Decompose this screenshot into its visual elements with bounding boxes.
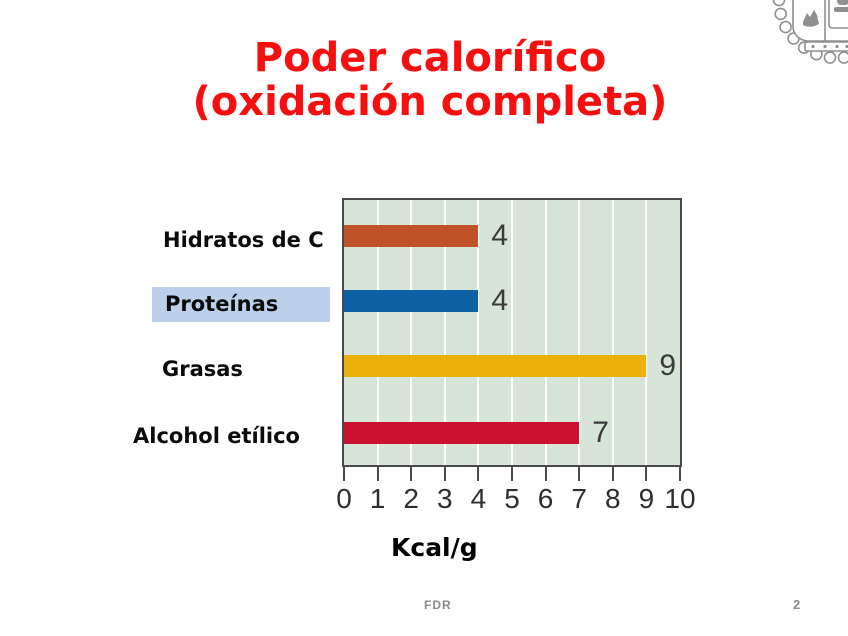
value-label-grasas: 9 [659, 349, 677, 382]
tick-label-3: 3 [437, 483, 453, 514]
category-label-grasas: Grasas [162, 357, 243, 381]
tick-mark-2 [410, 467, 413, 481]
footer-text: FDR [424, 598, 452, 612]
value-label-hidratos-de-c: 4 [491, 219, 509, 252]
tick-label-4: 4 [470, 483, 487, 514]
category-label-proteinas: Proteínas [152, 287, 330, 322]
chart-plot-area: 4 4 9 7 [342, 198, 682, 467]
tick-mark-8 [611, 467, 614, 481]
tick-label-9: 9 [638, 483, 655, 514]
tick-label-2: 2 [403, 483, 419, 514]
university-seal-logo [772, 0, 848, 64]
value-label-proteinas: 4 [491, 284, 509, 317]
tick-label-5: 5 [504, 483, 520, 514]
tick-label-8: 8 [605, 483, 621, 514]
gridline-4 [477, 200, 480, 465]
gridline-8 [611, 200, 614, 465]
category-label-hidratos-de-c: Hidratos de C [163, 228, 324, 252]
gridline-2 [410, 200, 413, 465]
tick-mark-9 [645, 467, 648, 481]
tick-mark-6 [544, 467, 547, 481]
tick-label-7: 7 [571, 483, 587, 514]
page-number: 2 [793, 597, 801, 612]
gridline-5 [511, 200, 513, 465]
tick-mark-3 [443, 467, 446, 481]
bar-alcohol-etilico [344, 422, 580, 444]
x-axis-label: Kcal/g [391, 533, 478, 562]
gridline-9 [645, 200, 648, 465]
tick-label-0: 0 [336, 483, 352, 514]
title-line-2: (oxidación completa) [192, 79, 668, 125]
bar-grasas [344, 355, 647, 377]
tick-mark-0 [343, 467, 345, 481]
gridline-6 [544, 200, 547, 465]
tick-mark-1 [376, 467, 379, 481]
gridline-7 [578, 200, 581, 465]
gridline-1 [376, 200, 379, 465]
tick-mark-4 [477, 467, 480, 481]
value-label-alcohol-etilico: 7 [592, 416, 609, 449]
tick-mark-7 [578, 467, 581, 481]
gridline-3 [443, 200, 446, 465]
tick-label-6: 6 [537, 483, 554, 514]
tick-mark-10 [679, 467, 681, 481]
tick-label-1: 1 [369, 483, 386, 514]
bar-proteinas [344, 290, 479, 312]
tick-mark-5 [511, 467, 513, 481]
bar-hidratos-de-c [344, 225, 479, 247]
tick-label-10: 10 [664, 483, 696, 514]
title-line-1: Poder calorífico [253, 35, 607, 81]
slide-title: Poder calorífico (oxidación completa) [6, 36, 848, 124]
category-label-alcohol-etilico: Alcohol etílico [133, 424, 300, 448]
